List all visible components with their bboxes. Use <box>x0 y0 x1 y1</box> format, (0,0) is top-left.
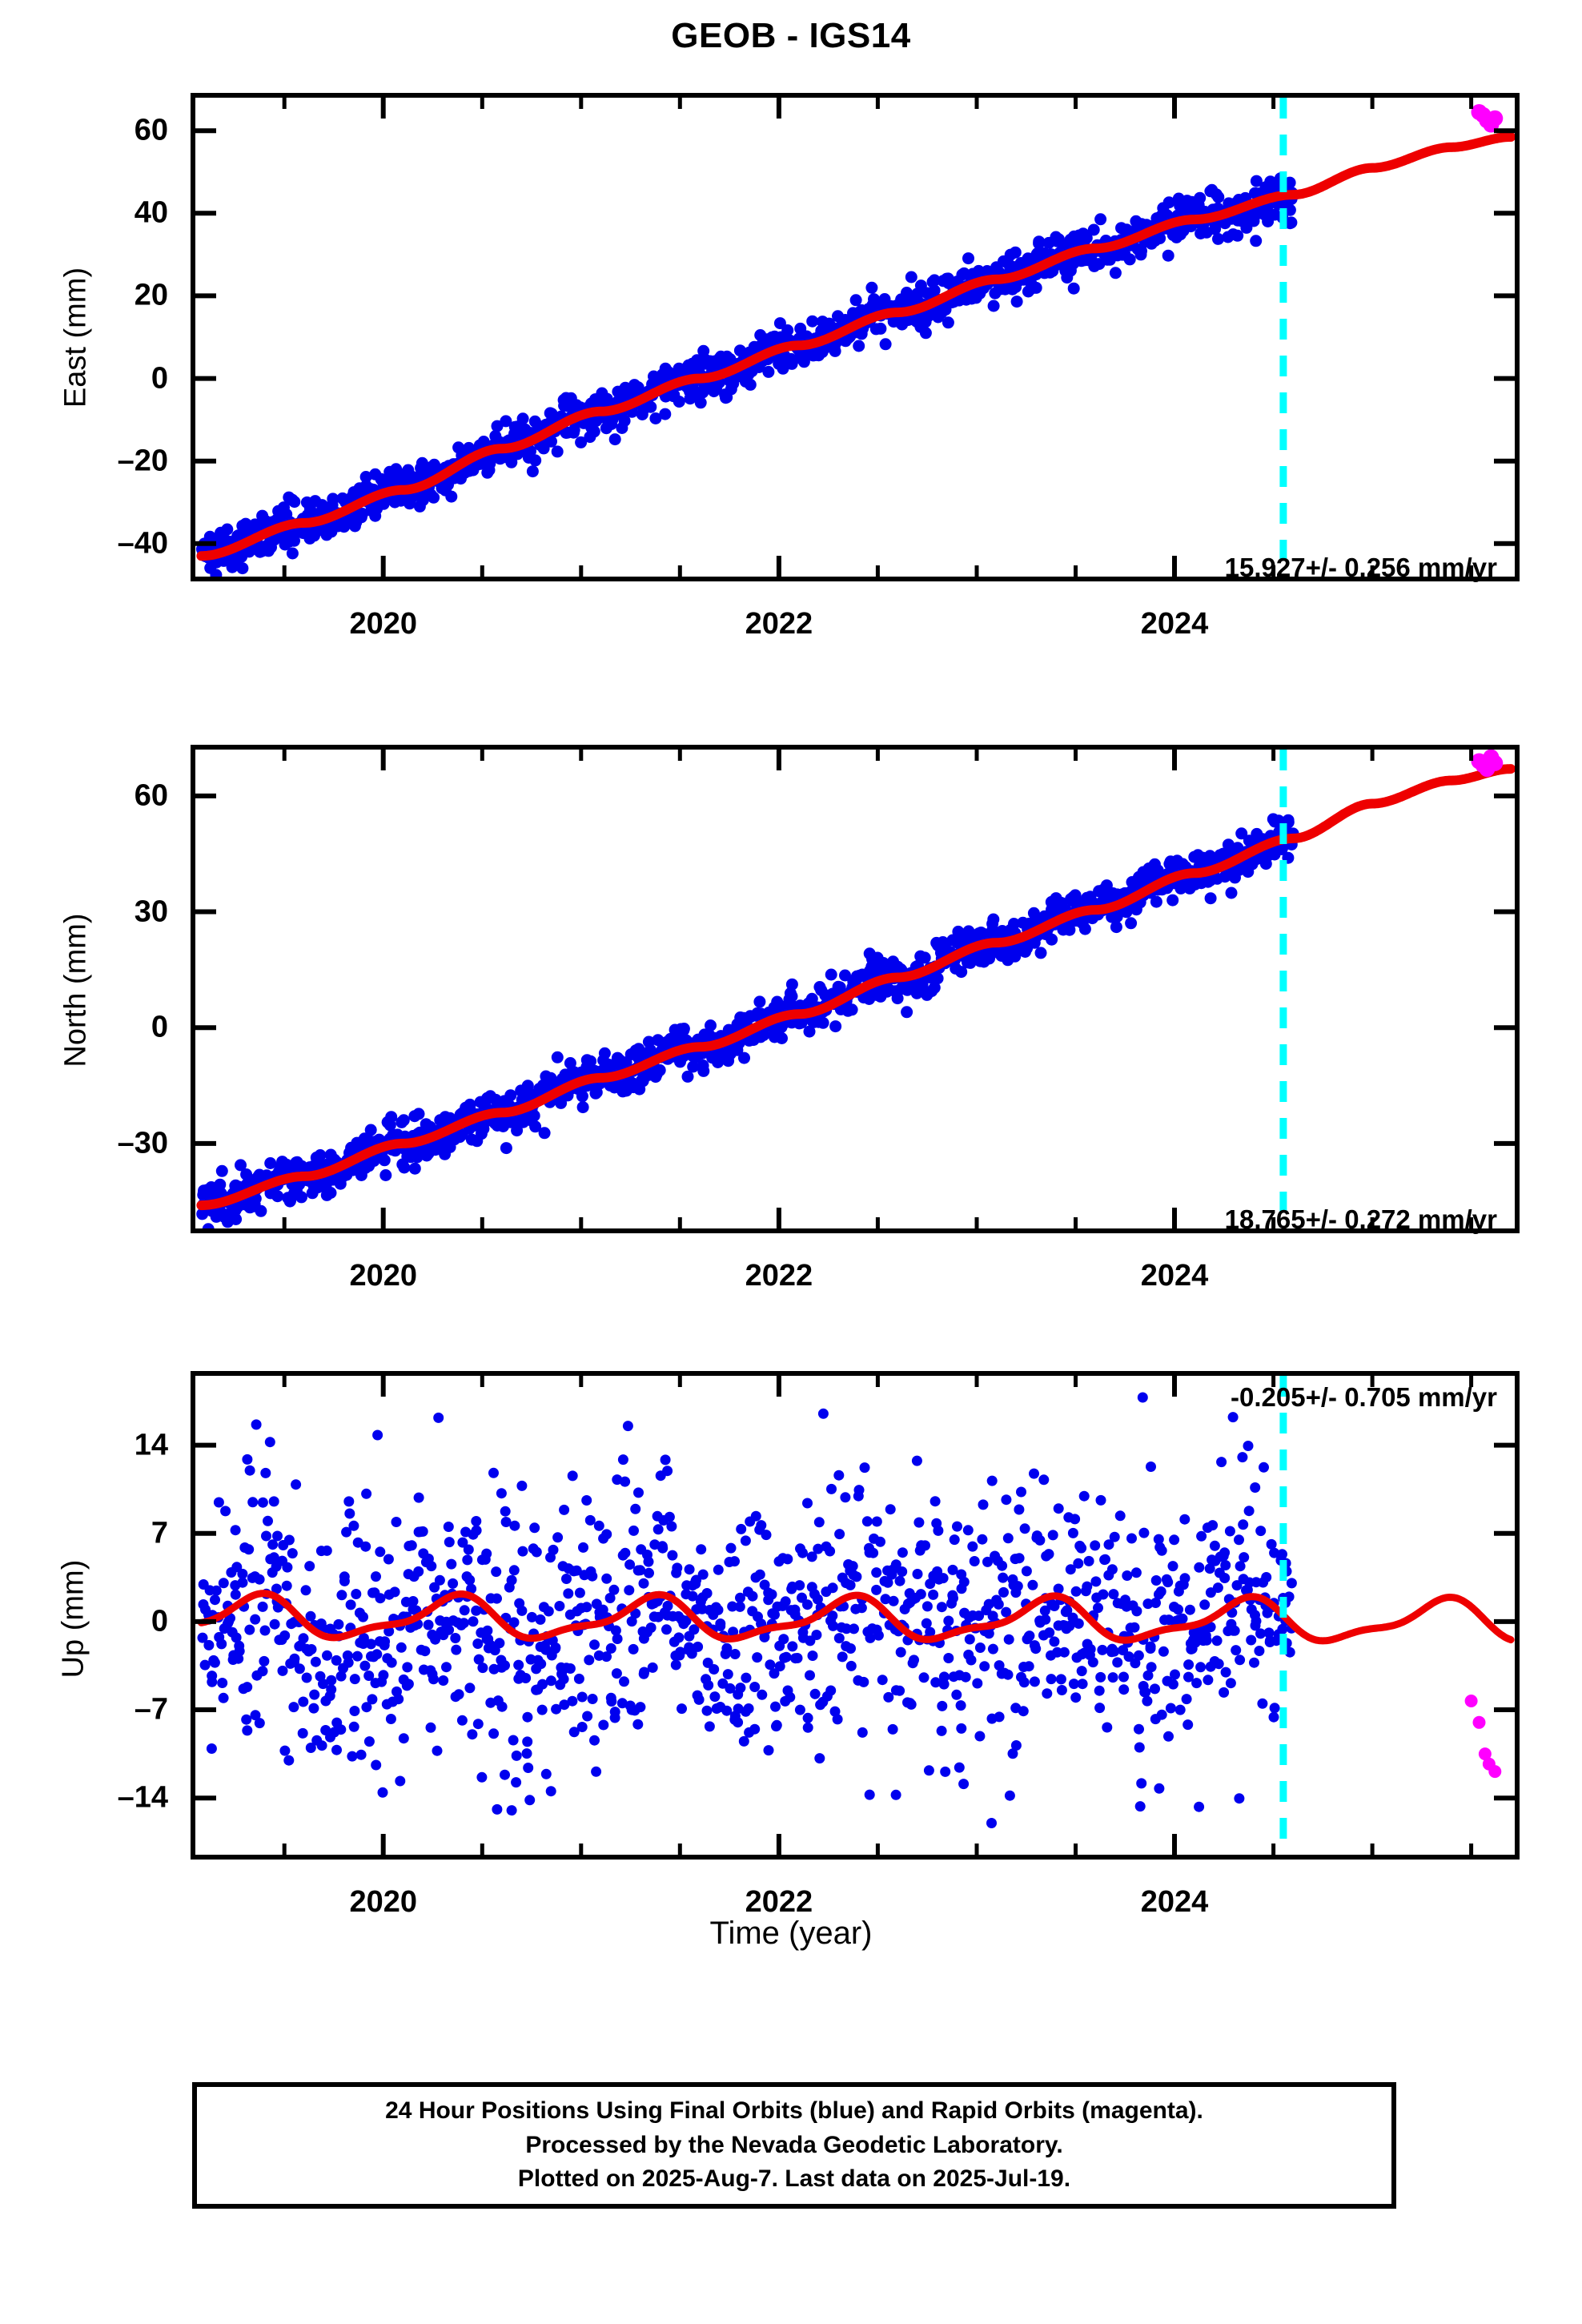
xtick-east-1: 2022 <box>745 607 813 641</box>
ytick-up-3: –7 <box>134 1692 168 1727</box>
panel-up-plotarea <box>195 1376 1515 1855</box>
panel-north <box>191 745 1520 1233</box>
ytick-east-5: –40 <box>117 526 168 561</box>
xtick-up-0: 2020 <box>349 1885 417 1919</box>
xaxis-title: Time (year) <box>709 1916 873 1951</box>
xtick-north-0: 2020 <box>349 1259 417 1293</box>
panel-north-data <box>195 750 1515 1228</box>
panel-east-data <box>195 98 1515 577</box>
ytick-east-2: 20 <box>134 278 168 312</box>
panel-east <box>191 93 1520 581</box>
ytick-east-4: –20 <box>117 444 168 478</box>
xtick-up-2: 2024 <box>1140 1885 1209 1919</box>
ytick-up-0: 14 <box>134 1428 168 1462</box>
xtick-north-1: 2022 <box>745 1259 813 1293</box>
page-title: GEOB - IGS14 <box>671 16 911 55</box>
xtick-north-2: 2024 <box>1140 1259 1209 1293</box>
ytick-up-2: 0 <box>151 1604 168 1638</box>
panel-north-plotarea <box>195 750 1515 1228</box>
panel-east-rate: 15.927+/- 0.256 mm/yr <box>1224 553 1497 582</box>
ytick-east-3: 0 <box>151 361 168 396</box>
footer-line-1: 24 Hour Positions Using Final Orbits (bl… <box>385 2097 1203 2125</box>
panel-up-rate: -0.205+/- 0.705 mm/yr <box>1231 1382 1497 1412</box>
footer-box: 24 Hour Positions Using Final Orbits (bl… <box>192 2082 1396 2209</box>
panel-east-plotarea <box>195 98 1515 577</box>
ytick-east-0: 60 <box>134 113 168 147</box>
ytick-up-4: –14 <box>117 1780 168 1815</box>
ytick-north-1: 30 <box>134 895 168 929</box>
ytick-north-2: 0 <box>151 1010 168 1044</box>
panel-up <box>191 1371 1520 1860</box>
footer-line-3: Plotted on 2025-Aug-7. Last data on 2025… <box>517 2165 1071 2193</box>
xtick-up-1: 2022 <box>745 1885 813 1919</box>
ytick-north-0: 60 <box>134 778 168 813</box>
panel-east-ylabel: East (mm) <box>58 267 93 408</box>
panel-up-data <box>195 1376 1515 1855</box>
xtick-east-2: 2024 <box>1140 607 1209 641</box>
xtick-east-0: 2020 <box>349 607 417 641</box>
ytick-north-3: –30 <box>117 1126 168 1160</box>
footer-line-2: Processed by the Nevada Geodetic Laborat… <box>525 2131 1063 2158</box>
ytick-up-1: 7 <box>151 1516 168 1550</box>
ytick-east-1: 40 <box>134 195 168 230</box>
panel-north-rate: 18.765+/- 0.272 mm/yr <box>1224 1204 1497 1234</box>
